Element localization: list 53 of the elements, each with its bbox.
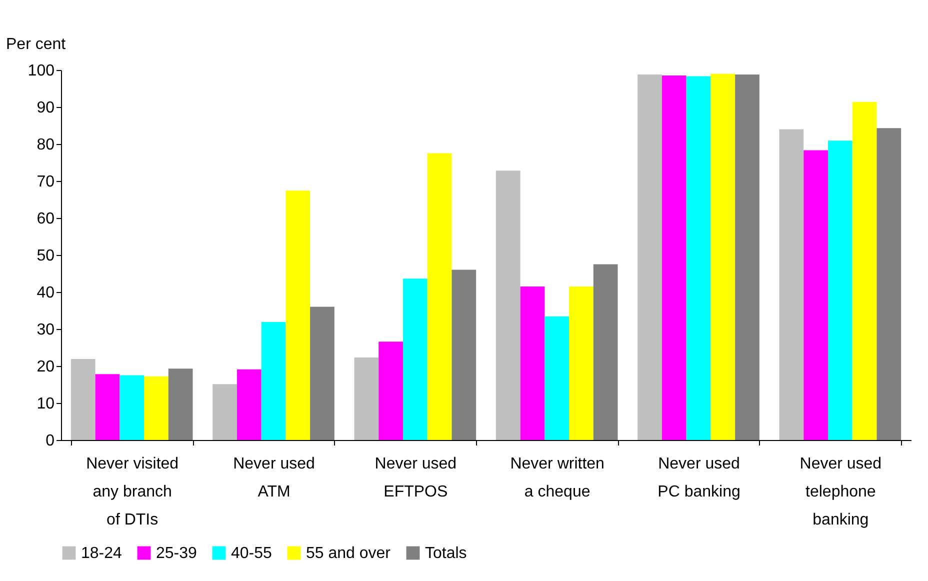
bar	[804, 150, 828, 440]
x-tick-label: Never used EFTPOS	[374, 456, 457, 500]
x-tick-label: Never used telephone banking	[800, 456, 882, 528]
bar	[735, 74, 760, 440]
y-axis-title: Per cent	[6, 36, 66, 53]
bar	[427, 153, 452, 440]
bar	[70, 358, 96, 440]
y-tick-label: 0	[46, 432, 55, 450]
legend-label: 18-24	[81, 545, 122, 562]
y-tick-label: 90	[36, 100, 55, 116]
bar	[95, 374, 120, 440]
bar	[638, 74, 662, 440]
legend-label: 55 and over	[306, 545, 392, 562]
bar	[310, 306, 334, 440]
x-tick-label: Never written a cheque	[510, 456, 604, 500]
bar	[286, 190, 310, 440]
y-tick-label: 50	[36, 248, 55, 264]
y-tick-label: 10	[36, 396, 55, 412]
bar	[544, 316, 570, 440]
bar	[828, 140, 852, 440]
legend-label: Totals	[425, 545, 467, 562]
legend-label: 40-55	[231, 545, 272, 562]
bar	[144, 376, 168, 440]
y-tick-label: 60	[36, 210, 55, 228]
y-tick-label: 100	[28, 62, 55, 80]
bar	[496, 170, 520, 440]
y-tick-label: 40	[36, 284, 55, 302]
bar	[520, 286, 545, 440]
bar	[354, 357, 379, 440]
bar	[120, 375, 144, 440]
bar	[852, 102, 877, 440]
y-tick-label: 30	[36, 322, 55, 338]
y-tick-label: 80	[36, 136, 55, 154]
bar	[876, 128, 902, 440]
bar	[402, 278, 428, 440]
legend-label: 25-39	[156, 545, 198, 562]
bar	[593, 264, 618, 440]
y-tick-label: 70	[36, 174, 55, 190]
x-tick-label: Never used PC banking	[658, 456, 740, 500]
bar	[779, 129, 804, 440]
bar	[212, 384, 237, 440]
bar	[378, 342, 403, 440]
bar	[452, 270, 476, 440]
x-tick-label: Never visited any branch of DTIs	[86, 456, 179, 528]
x-tick-label: Never used ATM	[233, 456, 315, 500]
bar	[710, 74, 736, 440]
y-tick-label: 20	[36, 358, 55, 376]
bar	[168, 368, 193, 440]
bar	[686, 76, 711, 440]
bar	[261, 322, 286, 440]
bar	[662, 76, 686, 440]
bar	[569, 286, 594, 440]
bar	[236, 369, 262, 440]
